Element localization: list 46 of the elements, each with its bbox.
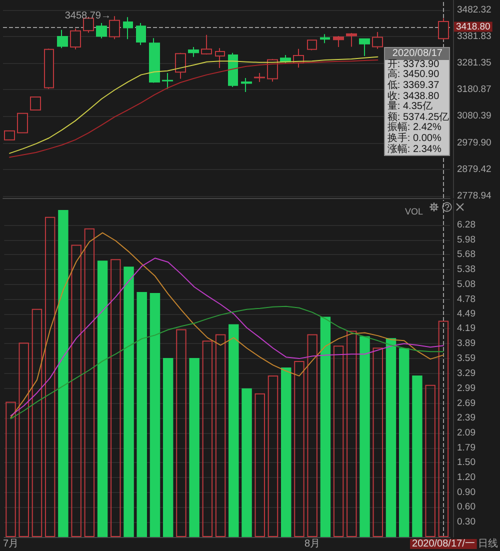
y-tick-label: 3.89 (457, 338, 476, 350)
y-tick-label: 2.39 (457, 412, 476, 424)
x-tick-label: 2020/08/17/一 (412, 538, 475, 550)
annotation: 低: 3369.37 (386, 80, 440, 91)
y-tick-label: 3080.39 (457, 110, 492, 122)
annotation: 涨幅: 2.34% (386, 144, 442, 156)
y-tick-label: 3.29 (457, 368, 476, 379)
y-tick-label: 4.19 (457, 323, 476, 334)
annotation: 振幅: 2.42% (386, 122, 442, 134)
x-tick-label: 7月 (2, 538, 19, 550)
y-tick-label: 5.68 (457, 249, 476, 260)
y-tick-label: 3180.87 (457, 84, 492, 96)
y-tick-label: 0.30 (457, 516, 476, 528)
y-tick-label: 2778.94 (457, 190, 492, 202)
annotation: 开: 3373.90 (386, 58, 440, 70)
y-tick-label: 6.28 (457, 219, 476, 230)
text: VOL (404, 206, 424, 216)
y-tick-label: 5.38 (457, 264, 476, 276)
annotation: 收: 3438.80 (386, 90, 440, 102)
annotation: 换手: 0.00% (386, 132, 442, 144)
y-tick-label: 0.60 (457, 502, 476, 513)
annotation: 3458.79→ (64, 10, 111, 22)
y-tick-label: 5.08 (457, 279, 476, 290)
y-tick-label: 3281.35 (457, 58, 492, 69)
y-tick-label: 5.98 (457, 234, 476, 246)
annotation: 高: 3450.90 (386, 69, 440, 80)
x-tick-label: 8月 (304, 538, 320, 550)
y-tick-label: 2879.42 (457, 164, 492, 175)
annotation: 2020/08/17 (385, 48, 450, 60)
annotation: 额: 5374.25亿 (386, 112, 450, 123)
y-tick-label: 2979.90 (457, 137, 492, 148)
y-tick-label: 4.78 (457, 294, 476, 305)
y-tick-label: 2.09 (457, 428, 476, 439)
y-tick-label: 3381.83 (457, 31, 492, 42)
ref-line-label: 3418.80 (456, 21, 490, 32)
annotation: 量: 4.35亿 (386, 101, 434, 112)
y-tick-label: 0.90 (457, 486, 476, 498)
y-tick-label: 4.49 (457, 308, 476, 320)
y-tick-label: 1.50 (457, 456, 476, 468)
y-tick-label: 1.20 (457, 472, 476, 483)
y-tick-label: 3.59 (457, 353, 476, 364)
text: 日线 (478, 538, 498, 550)
y-tick-label: 2.69 (457, 398, 476, 409)
y-tick-label: 2.99 (457, 382, 476, 394)
y-tick-label: 1.79 (457, 442, 476, 454)
y-tick-label: 3482.32 (457, 4, 492, 16)
